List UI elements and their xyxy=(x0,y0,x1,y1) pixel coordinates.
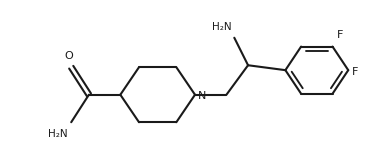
Text: O: O xyxy=(64,51,73,61)
Text: F: F xyxy=(352,67,358,77)
Text: H₂N: H₂N xyxy=(212,22,231,32)
Text: N: N xyxy=(198,91,206,101)
Text: F: F xyxy=(337,30,343,40)
Text: H₂N: H₂N xyxy=(48,129,67,139)
